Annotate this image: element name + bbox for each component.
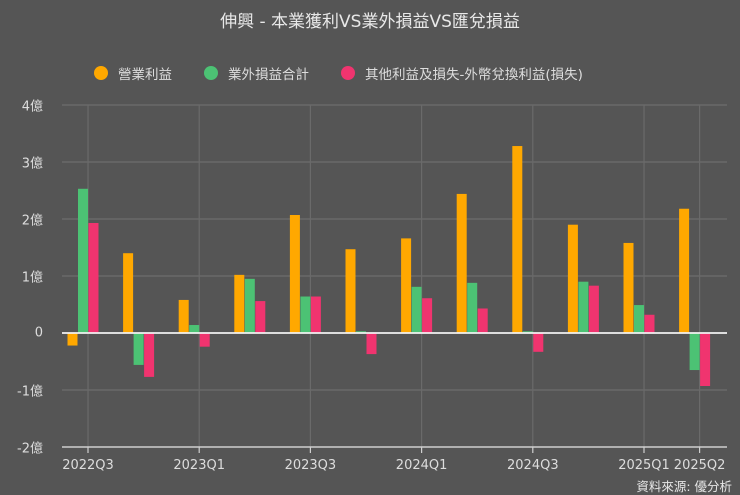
bar-operating-income[interactable] bbox=[567, 224, 578, 333]
data-source-note: 資料來源: 優分析 bbox=[636, 479, 732, 494]
chart-legend: 營業利益 業外損益合計 其他利益及損失-外幣兌換利益(損失) bbox=[94, 63, 615, 83]
x-axis-label: 2022Q3 bbox=[62, 458, 114, 473]
legend-dot-icon bbox=[94, 66, 108, 80]
legend-label: 營業利益 bbox=[118, 67, 172, 83]
legend-item-fx-gain-loss[interactable]: 其他利益及損失-外幣兌換利益(損失) bbox=[341, 63, 583, 83]
bar-non-operating-total[interactable] bbox=[300, 296, 311, 333]
bar-fx-gain-loss[interactable] bbox=[310, 296, 321, 333]
bar-fx-gain-loss[interactable] bbox=[422, 298, 433, 333]
bar-operating-income[interactable] bbox=[512, 146, 523, 333]
bar-non-operating-total[interactable] bbox=[467, 282, 478, 333]
axes bbox=[62, 332, 727, 453]
bar-non-operating-total[interactable] bbox=[689, 333, 700, 371]
bar-non-operating-total[interactable] bbox=[578, 281, 589, 333]
x-axis-label: 2025Q1 bbox=[618, 458, 670, 473]
bar-fx-gain-loss[interactable] bbox=[588, 285, 599, 333]
legend-label: 其他利益及損失-外幣兌換利益(損失) bbox=[365, 67, 583, 83]
bar-non-operating-total[interactable] bbox=[133, 333, 144, 365]
bar-operating-income[interactable] bbox=[679, 208, 690, 333]
bar-operating-income[interactable] bbox=[401, 238, 412, 333]
bar-operating-income[interactable] bbox=[234, 274, 245, 333]
bar-non-operating-total[interactable] bbox=[244, 278, 255, 333]
bar-operating-income[interactable] bbox=[123, 253, 134, 333]
y-axis-label: 0 bbox=[34, 325, 43, 341]
bar-non-operating-total[interactable] bbox=[411, 286, 422, 333]
x-axis-label: 2025Q2 bbox=[673, 458, 726, 473]
x-axis-label: 2024Q1 bbox=[395, 458, 448, 473]
bar-fx-gain-loss[interactable] bbox=[533, 333, 544, 352]
bar-fx-gain-loss[interactable] bbox=[144, 333, 155, 377]
bar-fx-gain-loss[interactable] bbox=[700, 333, 711, 387]
gridlines bbox=[62, 104, 727, 447]
y-axis-label: 1億 bbox=[21, 270, 43, 286]
bar-operating-income[interactable] bbox=[178, 299, 189, 333]
bar-operating-income[interactable] bbox=[345, 249, 356, 333]
bar-operating-income[interactable] bbox=[67, 333, 78, 346]
y-axis-label: 4億 bbox=[21, 99, 43, 115]
y-axis-label: -2億 bbox=[17, 441, 43, 457]
x-axis-label: 2024Q3 bbox=[507, 458, 559, 473]
legend-dot-icon bbox=[341, 66, 355, 80]
legend-label: 業外損益合計 bbox=[228, 67, 309, 83]
legend-item-operating-income[interactable]: 營業利益 bbox=[94, 63, 172, 83]
x-axis-label: 2023Q3 bbox=[284, 458, 337, 473]
legend-item-non-operating-total[interactable]: 業外損益合計 bbox=[204, 63, 309, 83]
bar-fx-gain-loss[interactable] bbox=[199, 333, 210, 347]
y-axis-label: 2億 bbox=[21, 213, 43, 229]
bar-operating-income[interactable] bbox=[456, 193, 467, 333]
bar-fx-gain-loss[interactable] bbox=[477, 308, 488, 333]
chart-title: 伸興 - 本業獲利VS業外損益VS匯兌損益 bbox=[220, 12, 520, 32]
bar-fx-gain-loss[interactable] bbox=[255, 301, 266, 333]
bar-operating-income[interactable] bbox=[289, 215, 300, 333]
bar-fx-gain-loss[interactable] bbox=[88, 222, 99, 333]
bar-operating-income[interactable] bbox=[623, 242, 634, 333]
bar-fx-gain-loss[interactable] bbox=[366, 333, 377, 355]
bars bbox=[67, 146, 711, 387]
legend-dot-icon bbox=[204, 66, 218, 80]
y-axis-label: -1億 bbox=[17, 384, 43, 400]
x-axis-label: 2023Q1 bbox=[173, 458, 225, 473]
bar-non-operating-total[interactable] bbox=[634, 305, 644, 333]
bar-non-operating-total[interactable] bbox=[78, 188, 88, 333]
y-axis-label: 3億 bbox=[21, 156, 43, 172]
bar-fx-gain-loss[interactable] bbox=[644, 314, 655, 333]
bar-non-operating-total[interactable] bbox=[189, 325, 200, 333]
